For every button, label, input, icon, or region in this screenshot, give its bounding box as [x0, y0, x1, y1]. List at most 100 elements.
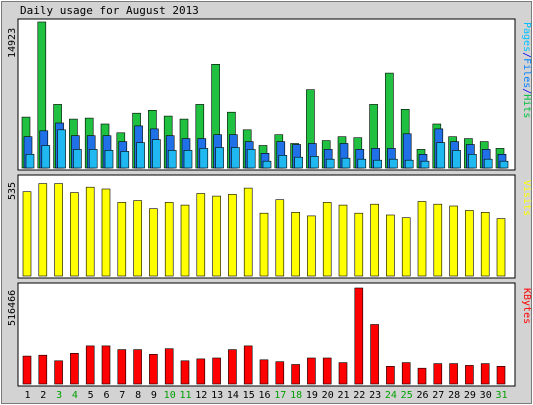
kbytes-bar-day-12 [196, 358, 206, 385]
day-label-12: 12 [195, 390, 207, 401]
kbytes-bar-day-7 [117, 349, 127, 385]
legend-kbytes: KBytes [521, 288, 532, 324]
day-label-14: 14 [227, 390, 239, 401]
day-label-13: 13 [211, 390, 223, 401]
chart-title: Daily usage for August 2013 [20, 4, 199, 17]
visits-bar-day-4 [70, 192, 79, 277]
visits-bars [22, 183, 506, 277]
kbytes-bar-day-8 [133, 349, 142, 385]
day-label-6: 6 [103, 390, 109, 401]
day-label-2: 2 [40, 390, 46, 401]
day-label-24: 24 [385, 390, 397, 401]
visits-bar-day-18 [291, 212, 300, 277]
visits-bar-day-11 [180, 204, 190, 277]
visits-bar-day-22 [354, 212, 364, 277]
visits-bar-day-31 [496, 218, 506, 277]
kbytes-bar-day-27 [433, 363, 443, 385]
day-label-17: 17 [274, 390, 286, 401]
kbytes-bar-day-9 [149, 353, 158, 385]
day-label-21: 21 [337, 390, 349, 401]
visits-bar-day-10 [164, 202, 174, 277]
kbytes-bar-day-26 [417, 367, 427, 385]
pages-bar-day-7 [120, 151, 130, 169]
visits-bar-day-3 [54, 183, 63, 277]
kbytes-max-label: 516466 [7, 290, 18, 326]
pages-bar-day-2 [41, 145, 51, 169]
kbytes-bar-day-3 [54, 360, 63, 385]
kbytes-bar-day-21 [338, 362, 348, 385]
visits-bar-day-24 [386, 214, 395, 277]
visits-bar-day-25 [401, 217, 411, 277]
day-label-1: 1 [24, 390, 30, 401]
pages-bar-day-10 [167, 150, 177, 169]
visits-bar-day-12 [196, 193, 206, 277]
pages-bar-day-5 [88, 149, 98, 169]
pages-bar-day-18 [294, 156, 303, 169]
pages-bar-day-31 [499, 160, 509, 169]
visits-bar-day-20 [322, 202, 332, 277]
pages-bar-day-26 [420, 160, 430, 169]
pages-bar-day-25 [404, 159, 414, 169]
legend-hits: Hits [521, 94, 532, 118]
legend-files: Files [521, 58, 532, 88]
kbytes-bar-day-11 [180, 360, 190, 385]
visits-bar-day-7 [117, 202, 127, 277]
visits-bar-day-14 [228, 194, 237, 277]
kbytes-bar-day-10 [164, 348, 174, 385]
hits-files-pages-bars [21, 21, 509, 169]
pages-bar-day-20 [325, 158, 335, 169]
visits-bar-day-15 [243, 187, 253, 277]
pages-bar-day-28 [452, 150, 461, 169]
day-label-26: 26 [416, 390, 428, 401]
visits-bar-day-2 [38, 183, 48, 277]
chart-panels [17, 18, 516, 387]
kbytes-bar-day-1 [22, 355, 32, 385]
day-label-23: 23 [369, 390, 381, 401]
visits-max-label: 535 [7, 182, 18, 200]
visits-legend: Visits [521, 180, 532, 216]
visits-bar-day-6 [101, 188, 111, 277]
pages-bar-day-13 [215, 147, 224, 169]
visits-bar-day-21 [338, 204, 348, 277]
day-label-18: 18 [290, 390, 302, 401]
day-label-29: 29 [464, 390, 476, 401]
kbytes-bar-day-4 [70, 352, 79, 385]
hits-max-label: 14923 [7, 28, 18, 58]
kbytes-bar-day-30 [480, 363, 490, 385]
pages-bar-day-16 [262, 160, 272, 169]
visits-bar-day-5 [85, 186, 95, 277]
day-label-4: 4 [72, 390, 78, 401]
pages-bar-day-19 [310, 156, 319, 169]
kbytes-bar-day-17 [275, 361, 285, 385]
pages-bar-day-14 [231, 147, 240, 169]
pages-bar-day-6 [104, 150, 114, 169]
pages-bar-day-4 [73, 149, 82, 169]
legend-pages: Pages [521, 22, 532, 52]
kbytes-bar-day-28 [449, 363, 458, 385]
day-label-31: 31 [495, 390, 507, 401]
pages-bar-day-22 [357, 158, 367, 169]
pages-bar-day-27 [436, 142, 446, 169]
visits-bar-day-23 [370, 203, 379, 277]
kbytes-bar-day-2 [38, 354, 48, 385]
pages-bar-day-23 [373, 159, 382, 169]
day-label-3: 3 [56, 390, 62, 401]
kbytes-bar-day-19 [307, 357, 316, 385]
pages-bar-day-30 [483, 158, 493, 169]
visits-bar-day-27 [433, 203, 443, 277]
visits-bar-day-28 [449, 205, 458, 277]
visits-bar-day-13 [212, 195, 221, 277]
legend-slash: / [521, 88, 532, 94]
day-label-15: 15 [243, 390, 255, 401]
kbytes-bars [22, 287, 506, 385]
day-label-11: 11 [179, 390, 191, 401]
kbytes-bar-day-6 [101, 345, 111, 385]
visits-bar-day-19 [307, 215, 316, 277]
pages-bar-day-9 [152, 139, 161, 169]
kbytes-bar-day-31 [496, 365, 506, 385]
legend-visits: Visits [521, 180, 532, 216]
day-label-20: 20 [322, 390, 334, 401]
pages-bar-day-21 [341, 157, 351, 169]
